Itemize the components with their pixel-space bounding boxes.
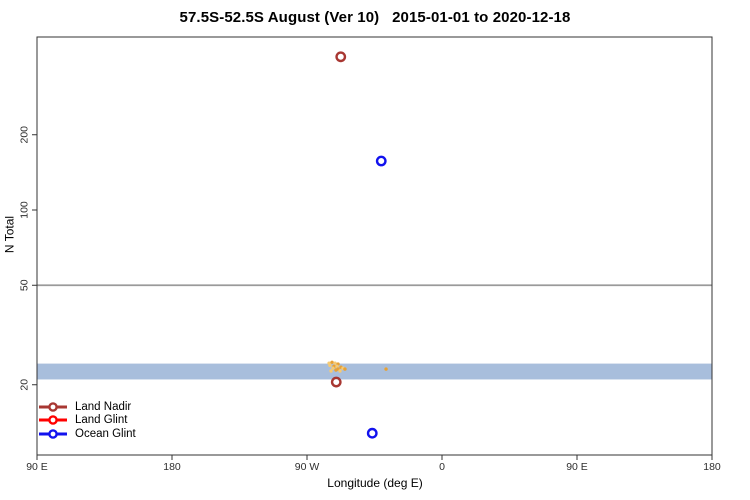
x-axis-label: Longitude (deg E) xyxy=(327,476,423,490)
point-ocean-glint xyxy=(366,427,378,439)
y-tick-label: 20 xyxy=(18,379,30,391)
point-unlabeled-gold-points xyxy=(329,369,333,373)
highlight-band xyxy=(37,363,712,380)
legend-item-land-nadir: Land Nadir xyxy=(38,400,136,414)
legend-item-ocean-glint: Ocean Glint xyxy=(38,427,136,441)
point-unlabeled-gold-points xyxy=(384,367,388,371)
y-tick-label: 100 xyxy=(18,201,30,219)
point-unlabeled-gold-points xyxy=(335,364,339,369)
x-tick-label: 0 xyxy=(439,461,445,473)
x-tick-label: 90 E xyxy=(566,461,588,473)
legend-marker-land-nadir xyxy=(39,401,67,412)
point-ocean-glint xyxy=(375,155,387,167)
point-land-nadir xyxy=(335,51,347,63)
point-unlabeled-gold-points xyxy=(343,367,347,371)
legend-label-land-nadir: Land Nadir xyxy=(75,400,132,413)
point-unlabeled-gold-points xyxy=(330,360,334,364)
legend-item-land-glint: Land Glint xyxy=(38,414,136,428)
y-axis-label: N Total xyxy=(2,215,17,254)
point-land-nadir xyxy=(330,376,342,388)
x-tick-label: 180 xyxy=(703,461,721,473)
chart-title: 57.5S-52.5S August (Ver 10) 2015-01-01 t… xyxy=(179,9,571,26)
legend-marker-ocean-glint xyxy=(39,428,67,439)
legend-label-land-glint: Land Glint xyxy=(75,414,128,427)
legend: Land Nadir Land Glint Ocean Glint xyxy=(38,400,136,441)
y-tick-label: 50 xyxy=(18,279,30,291)
y-tick-label: 200 xyxy=(18,126,30,144)
x-tick-label: 90 W xyxy=(295,461,320,473)
legend-marker-land-glint xyxy=(39,415,67,426)
x-tick-label: 180 xyxy=(163,461,181,473)
point-unlabeled-gold-points xyxy=(334,368,338,372)
point-unlabeled-gold-points xyxy=(338,369,342,373)
point-unlabeled-gold-points xyxy=(333,361,337,365)
plot-border xyxy=(36,36,713,456)
x-tick-label: 90 E xyxy=(26,461,48,473)
point-unlabeled-gold-points xyxy=(328,363,332,368)
point-unlabeled-gold-points xyxy=(331,366,335,370)
legend-label-ocean-glint: Ocean Glint xyxy=(75,427,136,440)
